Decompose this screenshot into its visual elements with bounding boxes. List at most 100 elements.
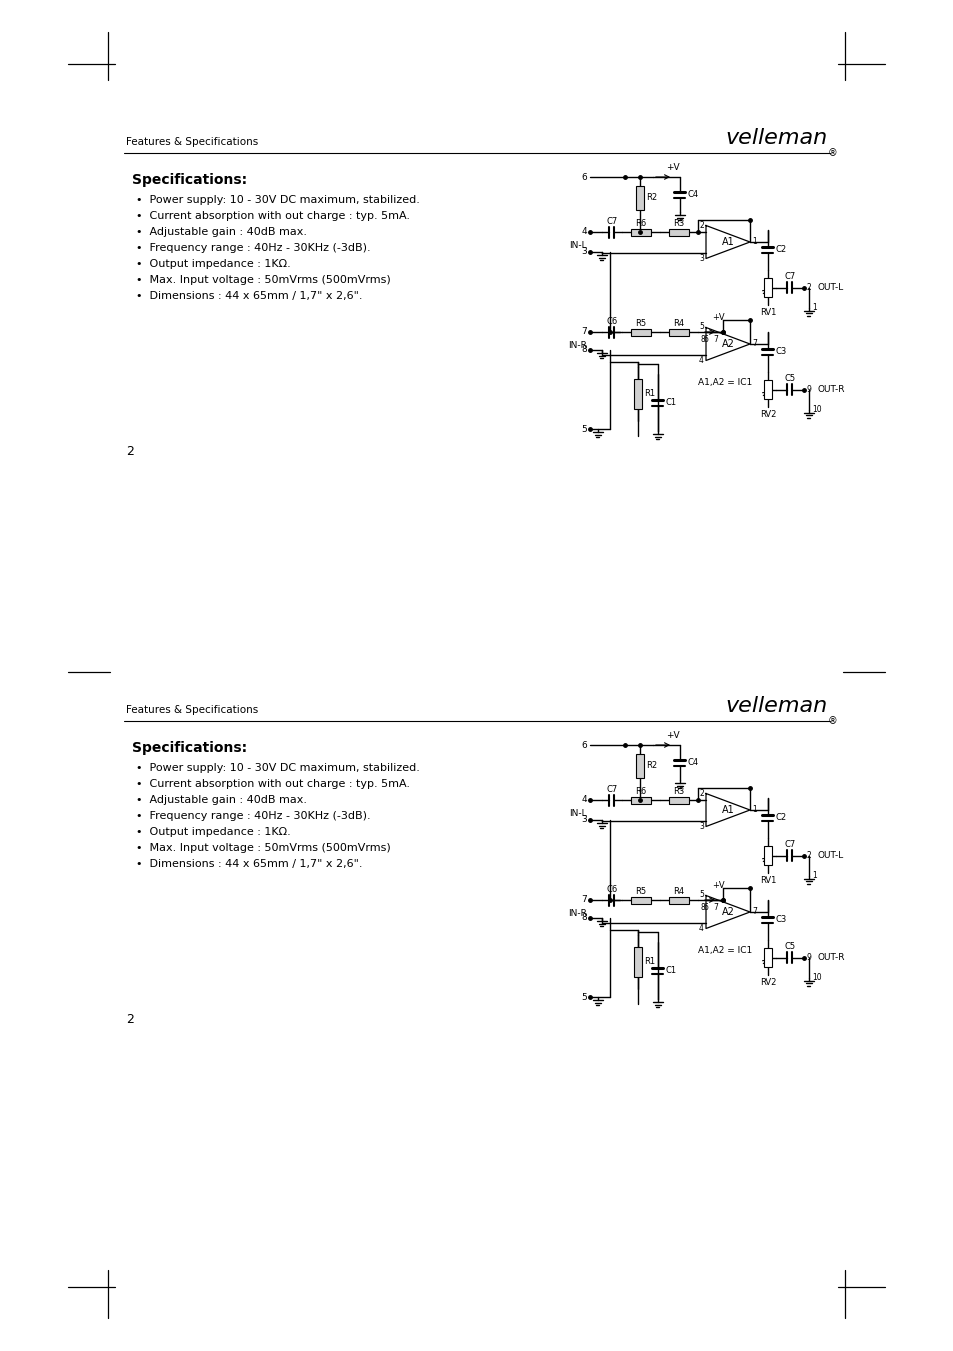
Text: IN-R: IN-R: [568, 909, 586, 919]
Text: C5: C5: [783, 374, 795, 382]
Text: •  Max. Input voltage : 50mVrms (500mVrms): • Max. Input voltage : 50mVrms (500mVrms…: [136, 843, 391, 852]
Text: 7: 7: [580, 896, 586, 905]
Text: 4: 4: [580, 227, 586, 236]
Text: 9: 9: [806, 385, 811, 394]
Text: 5: 5: [699, 890, 703, 898]
Text: 4: 4: [699, 357, 703, 365]
Text: R2: R2: [645, 762, 657, 770]
Text: R2: R2: [645, 193, 657, 203]
Text: •  Current absorption with out charge : typ. 5mA.: • Current absorption with out charge : t…: [136, 780, 410, 789]
Text: 8: 8: [580, 913, 586, 923]
Text: •  Max. Input voltage : 50mVrms (500mVrms): • Max. Input voltage : 50mVrms (500mVrms…: [136, 276, 391, 285]
Text: C7: C7: [606, 785, 617, 793]
Text: 2: 2: [806, 282, 811, 292]
Text: •  Dimensions : 44 x 65mm / 1,7" x 2,6".: • Dimensions : 44 x 65mm / 1,7" x 2,6".: [136, 859, 362, 869]
Text: 7: 7: [713, 335, 718, 345]
Bar: [668, 797, 689, 804]
Text: 1: 1: [811, 303, 816, 312]
Text: A1,A2 = IC1: A1,A2 = IC1: [698, 946, 752, 955]
Text: OUT-L: OUT-L: [817, 851, 843, 861]
Text: +V: +V: [665, 163, 679, 172]
Text: 2: 2: [699, 789, 703, 798]
Bar: [630, 797, 651, 804]
Text: 8: 8: [580, 346, 586, 354]
Text: •  Frequency range : 40Hz - 30KHz (-3dB).: • Frequency range : 40Hz - 30KHz (-3dB).: [136, 243, 371, 253]
Text: R1: R1: [643, 958, 655, 966]
Text: 8: 8: [700, 902, 705, 912]
Text: R3: R3: [673, 219, 684, 227]
Text: 9: 9: [806, 952, 811, 962]
Text: 2: 2: [806, 851, 811, 861]
Text: Features & Specifications: Features & Specifications: [126, 705, 258, 715]
Text: C7: C7: [783, 840, 795, 848]
Text: ®: ®: [827, 716, 837, 725]
Text: Specifications:: Specifications:: [132, 173, 247, 186]
Text: IN-L: IN-L: [569, 242, 586, 250]
Text: •  Adjustable gain : 40dB max.: • Adjustable gain : 40dB max.: [136, 794, 307, 805]
Bar: [668, 328, 689, 335]
Text: •  Adjustable gain : 40dB max.: • Adjustable gain : 40dB max.: [136, 227, 307, 236]
Bar: [763, 948, 771, 967]
Text: 10: 10: [811, 405, 821, 413]
Text: OUT-L: OUT-L: [817, 282, 843, 292]
Text: 6: 6: [703, 335, 708, 345]
Text: +V: +V: [711, 313, 723, 322]
Bar: [636, 754, 643, 778]
Text: C7: C7: [606, 216, 617, 226]
Text: 5: 5: [580, 993, 586, 1001]
Text: A2: A2: [720, 907, 734, 917]
Text: A1,A2 = IC1: A1,A2 = IC1: [698, 378, 752, 386]
Text: +V: +V: [711, 881, 723, 890]
Text: 7: 7: [713, 902, 718, 912]
Text: RV2: RV2: [759, 978, 776, 988]
Text: C1: C1: [665, 966, 676, 975]
Text: 5: 5: [699, 322, 703, 331]
Bar: [763, 278, 771, 297]
Bar: [630, 897, 651, 904]
Text: C3: C3: [775, 916, 786, 924]
Text: C5: C5: [783, 942, 795, 951]
Text: A2: A2: [720, 339, 734, 349]
Text: 4: 4: [699, 924, 703, 934]
Text: 3: 3: [699, 254, 703, 263]
Text: A1: A1: [720, 805, 734, 815]
Text: RV1: RV1: [759, 308, 776, 317]
Text: 7: 7: [751, 908, 756, 916]
Text: RV1: RV1: [759, 875, 776, 885]
Text: 7: 7: [580, 327, 586, 336]
Text: R1: R1: [643, 389, 655, 399]
Text: 2: 2: [126, 444, 133, 458]
Text: •  Power supply: 10 - 30V DC maximum, stabilized.: • Power supply: 10 - 30V DC maximum, sta…: [136, 763, 419, 773]
Text: 1: 1: [751, 805, 756, 815]
Text: 3: 3: [580, 247, 586, 257]
Text: 2: 2: [699, 222, 703, 230]
Text: C3: C3: [775, 347, 786, 357]
Bar: [630, 228, 651, 235]
Text: •  Output impedance : 1KΩ.: • Output impedance : 1KΩ.: [136, 827, 291, 838]
Text: 2: 2: [126, 1013, 133, 1025]
Text: 10: 10: [811, 973, 821, 982]
Text: ®: ®: [827, 149, 837, 158]
Text: C7: C7: [783, 272, 795, 281]
Text: C2: C2: [775, 813, 786, 823]
Text: C6: C6: [606, 885, 617, 893]
Text: C2: C2: [775, 246, 786, 254]
Text: velleman: velleman: [725, 696, 827, 716]
Text: C1: C1: [665, 399, 676, 407]
Text: 6: 6: [580, 173, 586, 181]
Bar: [763, 380, 771, 399]
Text: OUT-R: OUT-R: [817, 952, 844, 962]
Text: OUT-R: OUT-R: [817, 385, 844, 394]
Text: •  Power supply: 10 - 30V DC maximum, stabilized.: • Power supply: 10 - 30V DC maximum, sta…: [136, 195, 419, 205]
Text: 1: 1: [811, 871, 816, 880]
Text: Features & Specifications: Features & Specifications: [126, 136, 258, 147]
Text: R6: R6: [635, 219, 646, 227]
Text: IN-L: IN-L: [569, 809, 586, 819]
Text: R4: R4: [673, 886, 684, 896]
Bar: [668, 897, 689, 904]
Text: 8: 8: [700, 335, 705, 345]
Text: Specifications:: Specifications:: [132, 740, 247, 755]
Bar: [634, 380, 641, 409]
Bar: [668, 228, 689, 235]
Text: +V: +V: [665, 731, 679, 740]
